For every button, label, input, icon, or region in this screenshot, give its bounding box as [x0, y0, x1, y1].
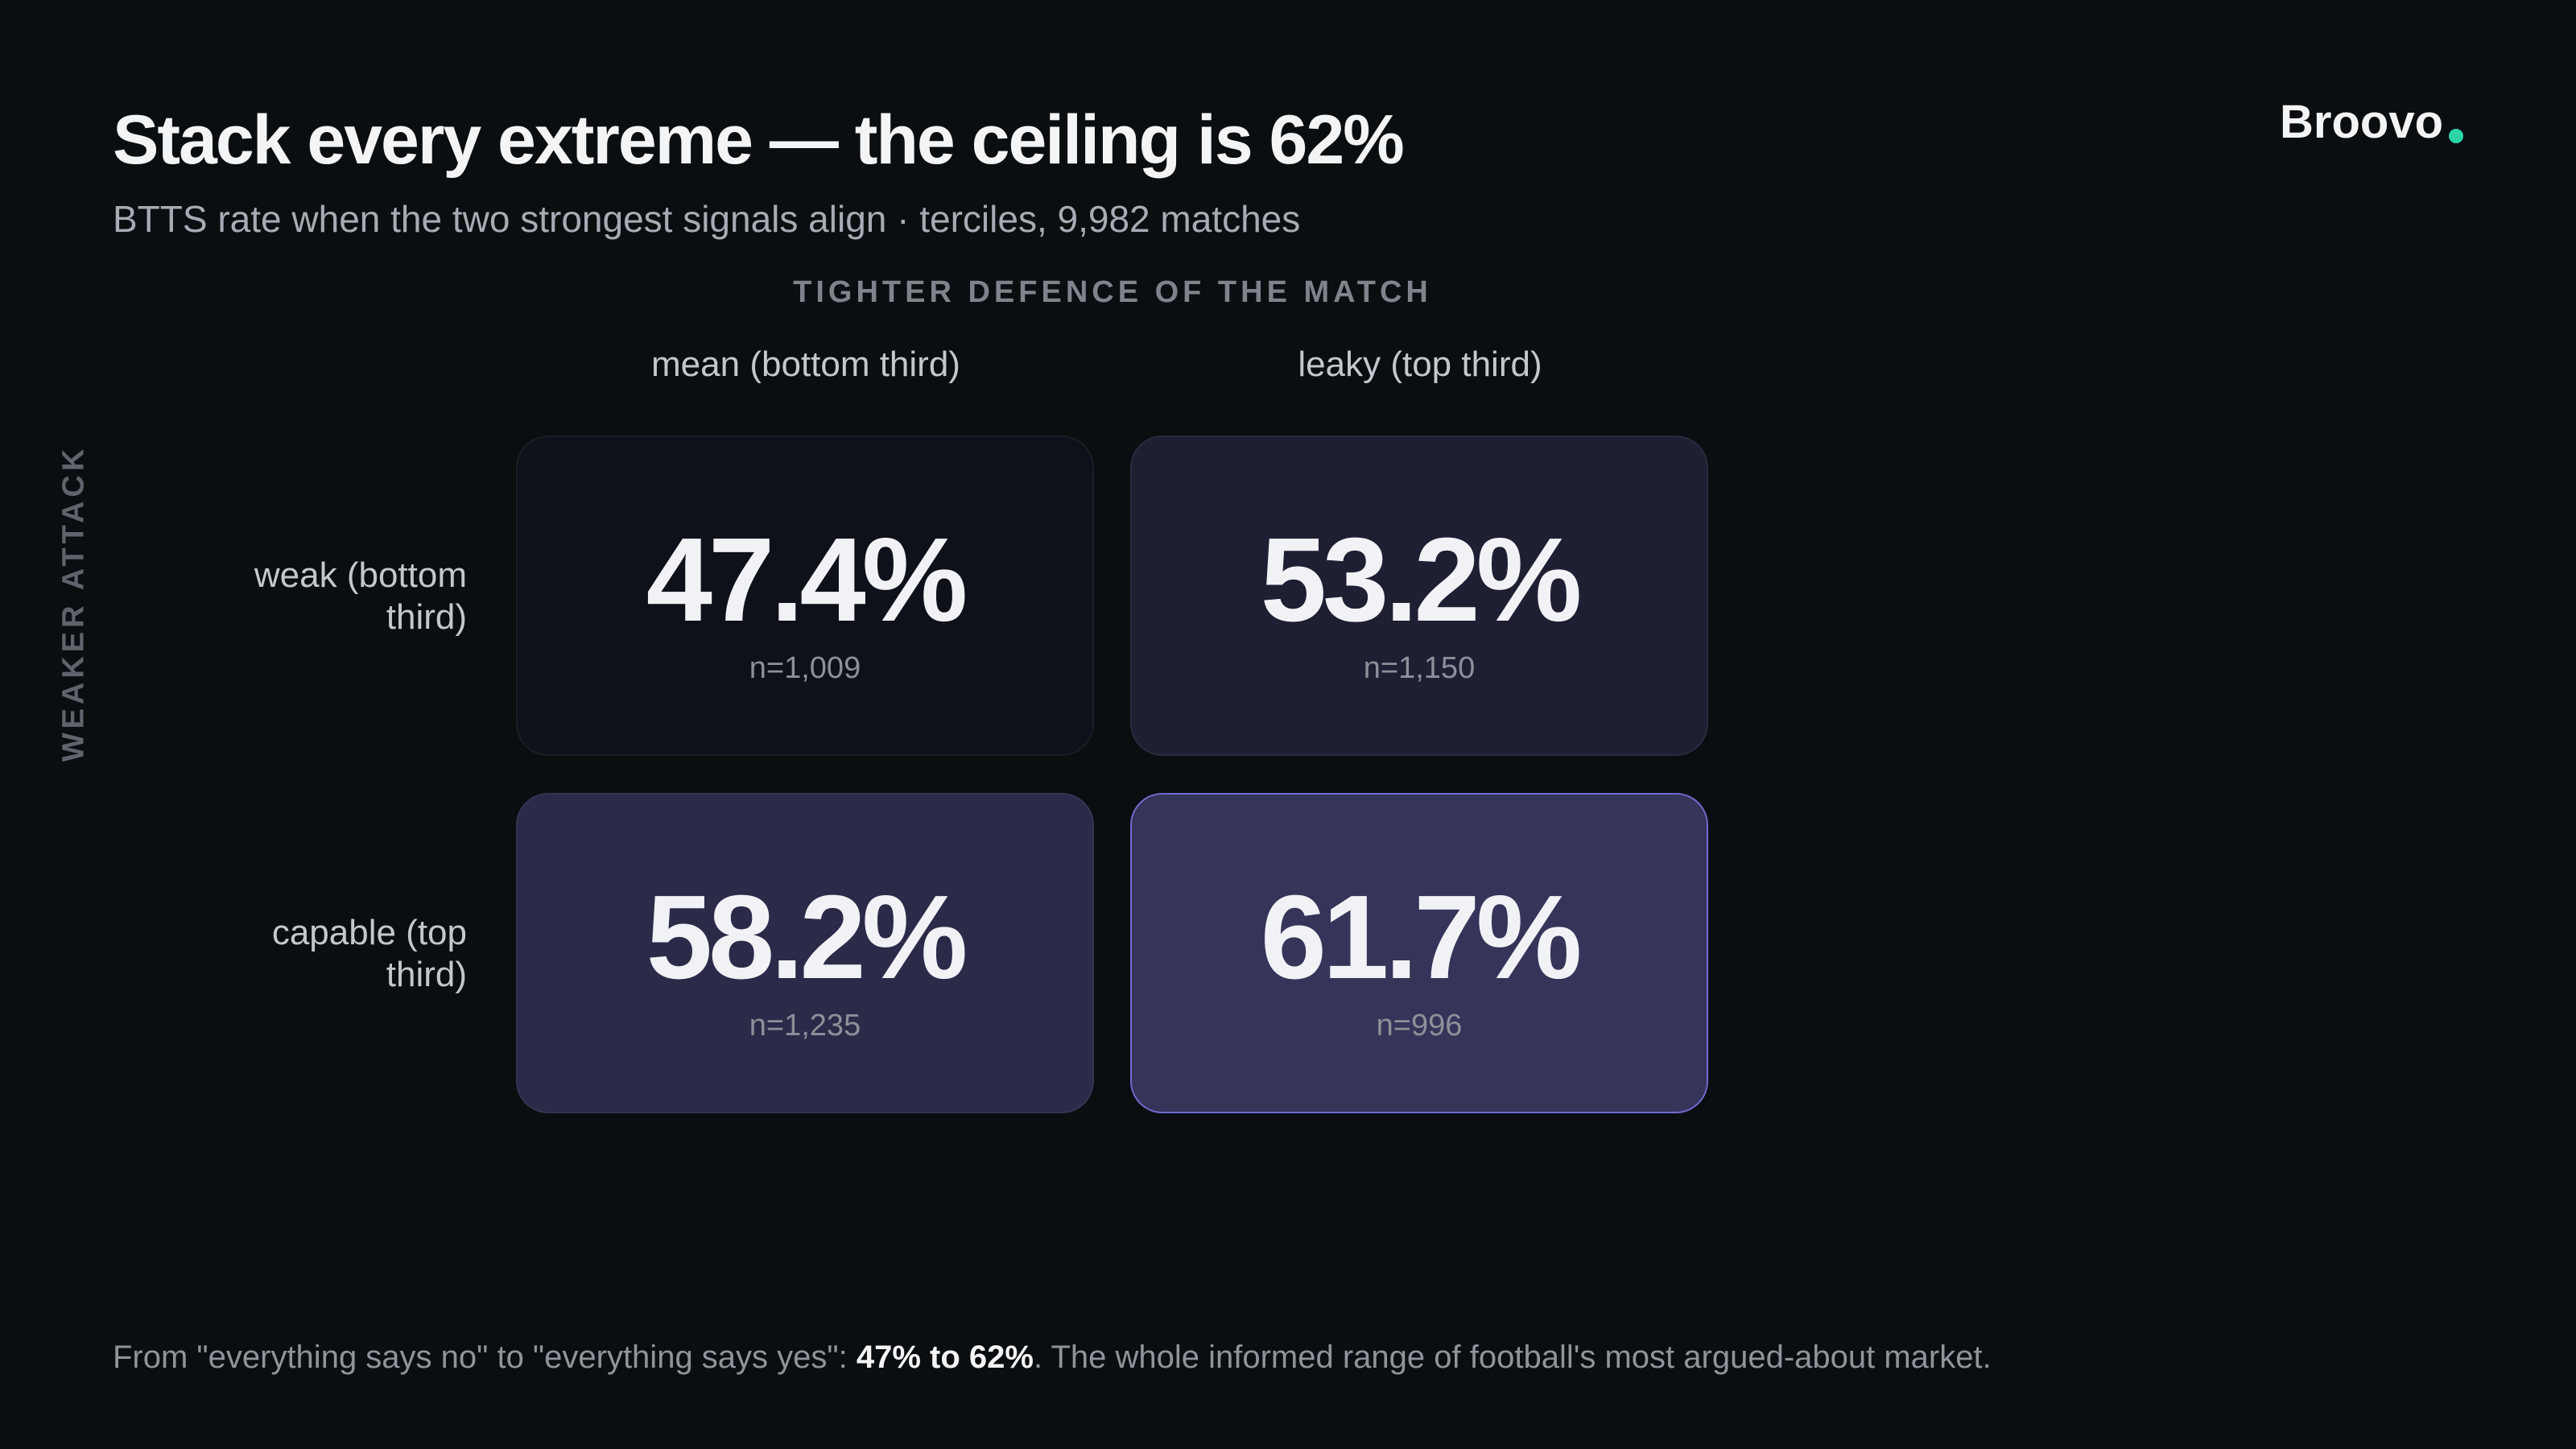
heatmap-cell — [1130, 793, 1708, 1113]
brand: Broovo — [2280, 96, 2443, 148]
y-axis-label: WEAKER ATTACK — [56, 444, 91, 762]
footnote: From "everything says no" to "everything… — [113, 1340, 1992, 1376]
title: Stack every extreme — the ceiling is 62% — [113, 101, 1405, 179]
value-label: 58.2% — [646, 871, 968, 1004]
value-label: 53.2% — [1260, 514, 1583, 646]
column-header: mean (bottom third) — [651, 345, 960, 384]
value-label: 47.4% — [646, 514, 968, 646]
column-header: leaky (top third) — [1298, 345, 1542, 384]
footnote-text: From "everything says no" to "everything… — [113, 1340, 857, 1375]
sample-size: n=1,009 — [749, 651, 861, 685]
sample-size: n=1,150 — [1363, 651, 1476, 685]
heatmap-cell — [1130, 436, 1708, 756]
heatmap-cell — [516, 436, 1094, 756]
row-header: weak (bottom third) — [254, 555, 467, 637]
x-axis-label: TIGHTER DEFENCE OF THE MATCH — [793, 275, 1432, 309]
heatmap-cell — [516, 793, 1094, 1113]
sample-size: n=1,235 — [749, 1009, 861, 1042]
row-header: capable (top third) — [271, 913, 467, 994]
footnote-text: . The whole informed range of football's… — [1033, 1340, 1992, 1375]
brand-dot — [2449, 129, 2463, 143]
subtitle: BTTS rate when the two strongest signals… — [113, 198, 1301, 240]
footnote-emphasis: 47% to 62% — [856, 1340, 1034, 1375]
value-label: 61.7% — [1260, 871, 1583, 1004]
sample-size: n=996 — [1376, 1009, 1463, 1042]
